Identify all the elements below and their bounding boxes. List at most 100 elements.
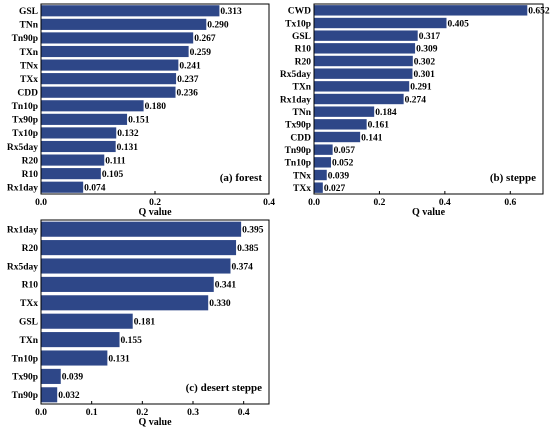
bar-tx10p: [314, 17, 447, 29]
panel-annotation: (b) steppe: [490, 172, 536, 184]
data-label: 0.302: [414, 57, 436, 67]
bar-tnx: [41, 59, 179, 71]
data-label: 0.259: [190, 48, 212, 58]
data-label: 0.131: [117, 143, 139, 153]
bar-tnx: [314, 169, 327, 181]
data-label: 0.039: [328, 171, 350, 181]
bar-r20: [314, 55, 413, 67]
data-label: 0.236: [177, 89, 199, 99]
category-label: Tn10p: [12, 354, 38, 364]
bar-tx10p: [41, 127, 117, 139]
bar-txx: [314, 182, 323, 193]
bar-rx1day: [314, 93, 404, 105]
data-label: 0.317: [419, 32, 441, 42]
data-label: 0.161: [368, 121, 390, 131]
category-label: R20: [22, 156, 39, 166]
data-label: 0.151: [128, 116, 150, 126]
panel-steppe: CWD 0.652 Tx10p 0.405 GSL 0.317 R10 0.309 R20 0.3…: [280, 3, 550, 218]
data-label: 0.237: [177, 75, 199, 85]
category-label: TNx: [293, 171, 311, 181]
data-label: 0.141: [361, 133, 383, 143]
category-label: Tx90p: [12, 116, 38, 126]
category-label: Rx5day: [7, 143, 38, 153]
bar-tn10p: [314, 157, 332, 168]
x-axis-label: Q value: [412, 207, 446, 218]
category-label: TXn: [293, 83, 312, 93]
bar-rx5day: [41, 140, 116, 153]
x-tick-label: 0.4: [439, 198, 451, 208]
data-label: 0.330: [209, 299, 231, 309]
bar-r10: [41, 276, 214, 292]
bar-gsl: [41, 313, 133, 329]
panel-annotation: (c) desert steppe: [186, 382, 262, 394]
category-label: GSL: [19, 7, 38, 17]
category-label: Rx1day: [7, 184, 38, 194]
data-label: 0.290: [207, 21, 229, 31]
category-label: Rx1day: [280, 95, 311, 105]
category-label: GSL: [292, 32, 311, 42]
category-label: Tx90p: [285, 121, 311, 131]
data-label: 0.074: [84, 184, 106, 194]
x-tick-label: 0.3: [187, 408, 199, 418]
bar-tn10p: [41, 350, 108, 366]
data-label: 0.057: [334, 146, 356, 156]
bar-txx: [41, 295, 209, 311]
bar-tx90p: [41, 368, 61, 384]
bar-tx90p: [314, 119, 367, 130]
panel-annotation: (a) forest: [220, 172, 263, 184]
category-label: Tx90p: [12, 373, 38, 383]
x-axis-label: Q value: [138, 417, 172, 428]
category-label: Tx10p: [285, 19, 311, 29]
x-axis-label: Q value: [138, 207, 172, 218]
category-label: TNx: [20, 61, 38, 71]
category-label: CWD: [288, 7, 311, 17]
data-label: 0.032: [58, 391, 80, 401]
bar-r20: [41, 240, 237, 256]
data-label: 0.291: [410, 83, 432, 93]
category-label: TXn: [20, 48, 39, 58]
category-label: CDD: [17, 89, 38, 99]
data-label: 0.241: [179, 61, 201, 71]
data-label: 0.267: [194, 34, 216, 44]
x-tick-label: 0.4: [263, 198, 275, 208]
data-label: 0.027: [324, 184, 346, 194]
bar-txn: [41, 45, 189, 58]
data-label: 0.313: [220, 7, 242, 17]
category-label: CDD: [290, 133, 311, 143]
category-label: TXx: [20, 299, 38, 309]
bar-tn10p: [41, 100, 144, 112]
bar-tn90p: [41, 387, 58, 403]
bar-tnn: [41, 18, 207, 30]
category-label: TXx: [293, 184, 311, 194]
category-label: GSL: [19, 318, 38, 328]
data-label: 0.052: [332, 159, 354, 169]
data-label: 0.155: [121, 336, 143, 346]
data-label: 0.111: [105, 156, 126, 166]
bar-cwd: [314, 5, 528, 16]
data-label: 0.309: [416, 45, 438, 55]
bar-txx: [41, 73, 177, 85]
x-tick-label: 0.4: [238, 408, 250, 418]
panel-desert-steppe: Rx1day 0.395 R20 0.385 Rx5day 0.374 R10 0.341 TX…: [7, 219, 270, 428]
category-label: TNn: [293, 108, 312, 118]
bar-tnn: [314, 106, 375, 117]
data-label: 0.180: [145, 102, 167, 112]
x-tick-label: 0.0: [308, 198, 320, 208]
bar-txn: [314, 81, 410, 92]
data-label: 0.039: [62, 373, 84, 383]
category-label: Rx5day: [7, 262, 38, 272]
bar-tn90p: [41, 32, 194, 44]
category-label: Tn90p: [12, 34, 38, 44]
category-label: TNn: [20, 21, 39, 31]
category-label: R20: [295, 57, 312, 67]
data-label: 0.652: [528, 7, 550, 17]
x-tick-label: 0.0: [35, 198, 47, 208]
category-label: R20: [22, 244, 39, 254]
data-label: 0.395: [242, 226, 264, 236]
category-label: R10: [22, 281, 39, 291]
data-label: 0.301: [413, 70, 435, 80]
category-label: Tn90p: [285, 146, 311, 156]
x-tick-label: 0.2: [373, 198, 385, 208]
bar-rx1day: [41, 181, 84, 193]
